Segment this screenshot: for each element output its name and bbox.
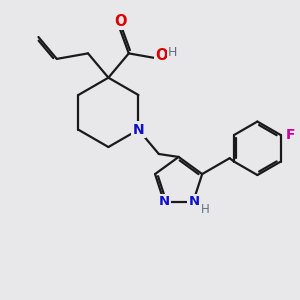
Text: N: N bbox=[133, 123, 144, 137]
Text: N: N bbox=[189, 195, 200, 208]
Text: O: O bbox=[114, 14, 127, 28]
Text: N: N bbox=[158, 195, 169, 208]
Text: H: H bbox=[167, 46, 177, 59]
Text: F: F bbox=[286, 128, 295, 142]
Text: H: H bbox=[201, 203, 209, 216]
Text: O: O bbox=[155, 48, 167, 63]
